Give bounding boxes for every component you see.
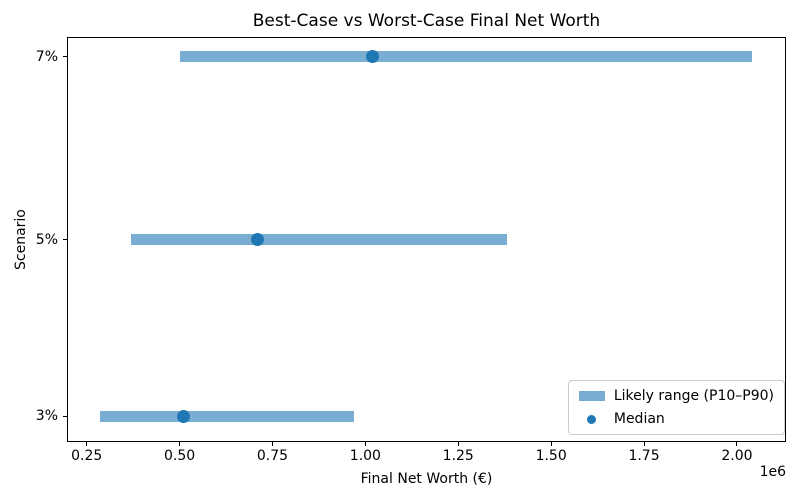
range-bar xyxy=(179,51,752,63)
median-dot xyxy=(176,409,190,423)
x-tick-label: 1.25 xyxy=(442,448,474,464)
median-dot-icon xyxy=(587,414,597,424)
y-tick-label: 5% xyxy=(35,231,58,248)
x-tick-mark xyxy=(643,442,645,446)
x-tick-label: 0.25 xyxy=(71,448,103,464)
x-axis-label: Final Net Worth (€) xyxy=(360,471,493,487)
x-tick-label: 2.00 xyxy=(721,448,753,464)
legend: Likely range (P10–P90) Median xyxy=(567,380,785,435)
x-tick-label: 0.75 xyxy=(256,448,289,464)
range-bar-swatch-icon xyxy=(578,391,605,401)
y-tick-mark xyxy=(63,56,67,58)
x-tick-mark xyxy=(271,442,273,446)
median-dot xyxy=(251,233,265,247)
x-tick-mark xyxy=(179,442,181,446)
x-tick-mark xyxy=(364,442,366,446)
x-tick-mark xyxy=(736,442,738,446)
y-tick-label: 3% xyxy=(35,408,58,425)
chart-title: Best-Case vs Worst-Case Final Net Worth xyxy=(252,11,601,31)
x-tick-label: 0.50 xyxy=(163,448,196,464)
x-tick-label: 1.00 xyxy=(349,448,381,464)
median-dot xyxy=(366,50,380,64)
x-tick-mark xyxy=(550,442,552,446)
legend-dot-box xyxy=(579,414,605,424)
x-tick-mark xyxy=(86,442,88,446)
y-axis-label: Scenario xyxy=(13,209,29,270)
legend-entry-median: Median xyxy=(579,411,774,427)
y-tick-mark xyxy=(63,415,67,417)
x-tick-mark xyxy=(457,442,459,446)
y-tick-mark xyxy=(63,239,67,241)
legend-label-range: Likely range (P10–P90) xyxy=(613,388,774,404)
legend-swatch-box xyxy=(578,391,605,401)
range-bar xyxy=(99,410,355,422)
x-axis-offset-label: 1e6 xyxy=(759,464,786,480)
legend-entry-range: Likely range (P10–P90) xyxy=(578,388,774,404)
range-bar xyxy=(131,234,507,246)
x-tick-label: 1.75 xyxy=(628,448,660,464)
y-tick-label: 7% xyxy=(35,48,58,65)
x-tick-label: 1.50 xyxy=(535,448,567,464)
legend-label-median: Median xyxy=(613,411,665,427)
